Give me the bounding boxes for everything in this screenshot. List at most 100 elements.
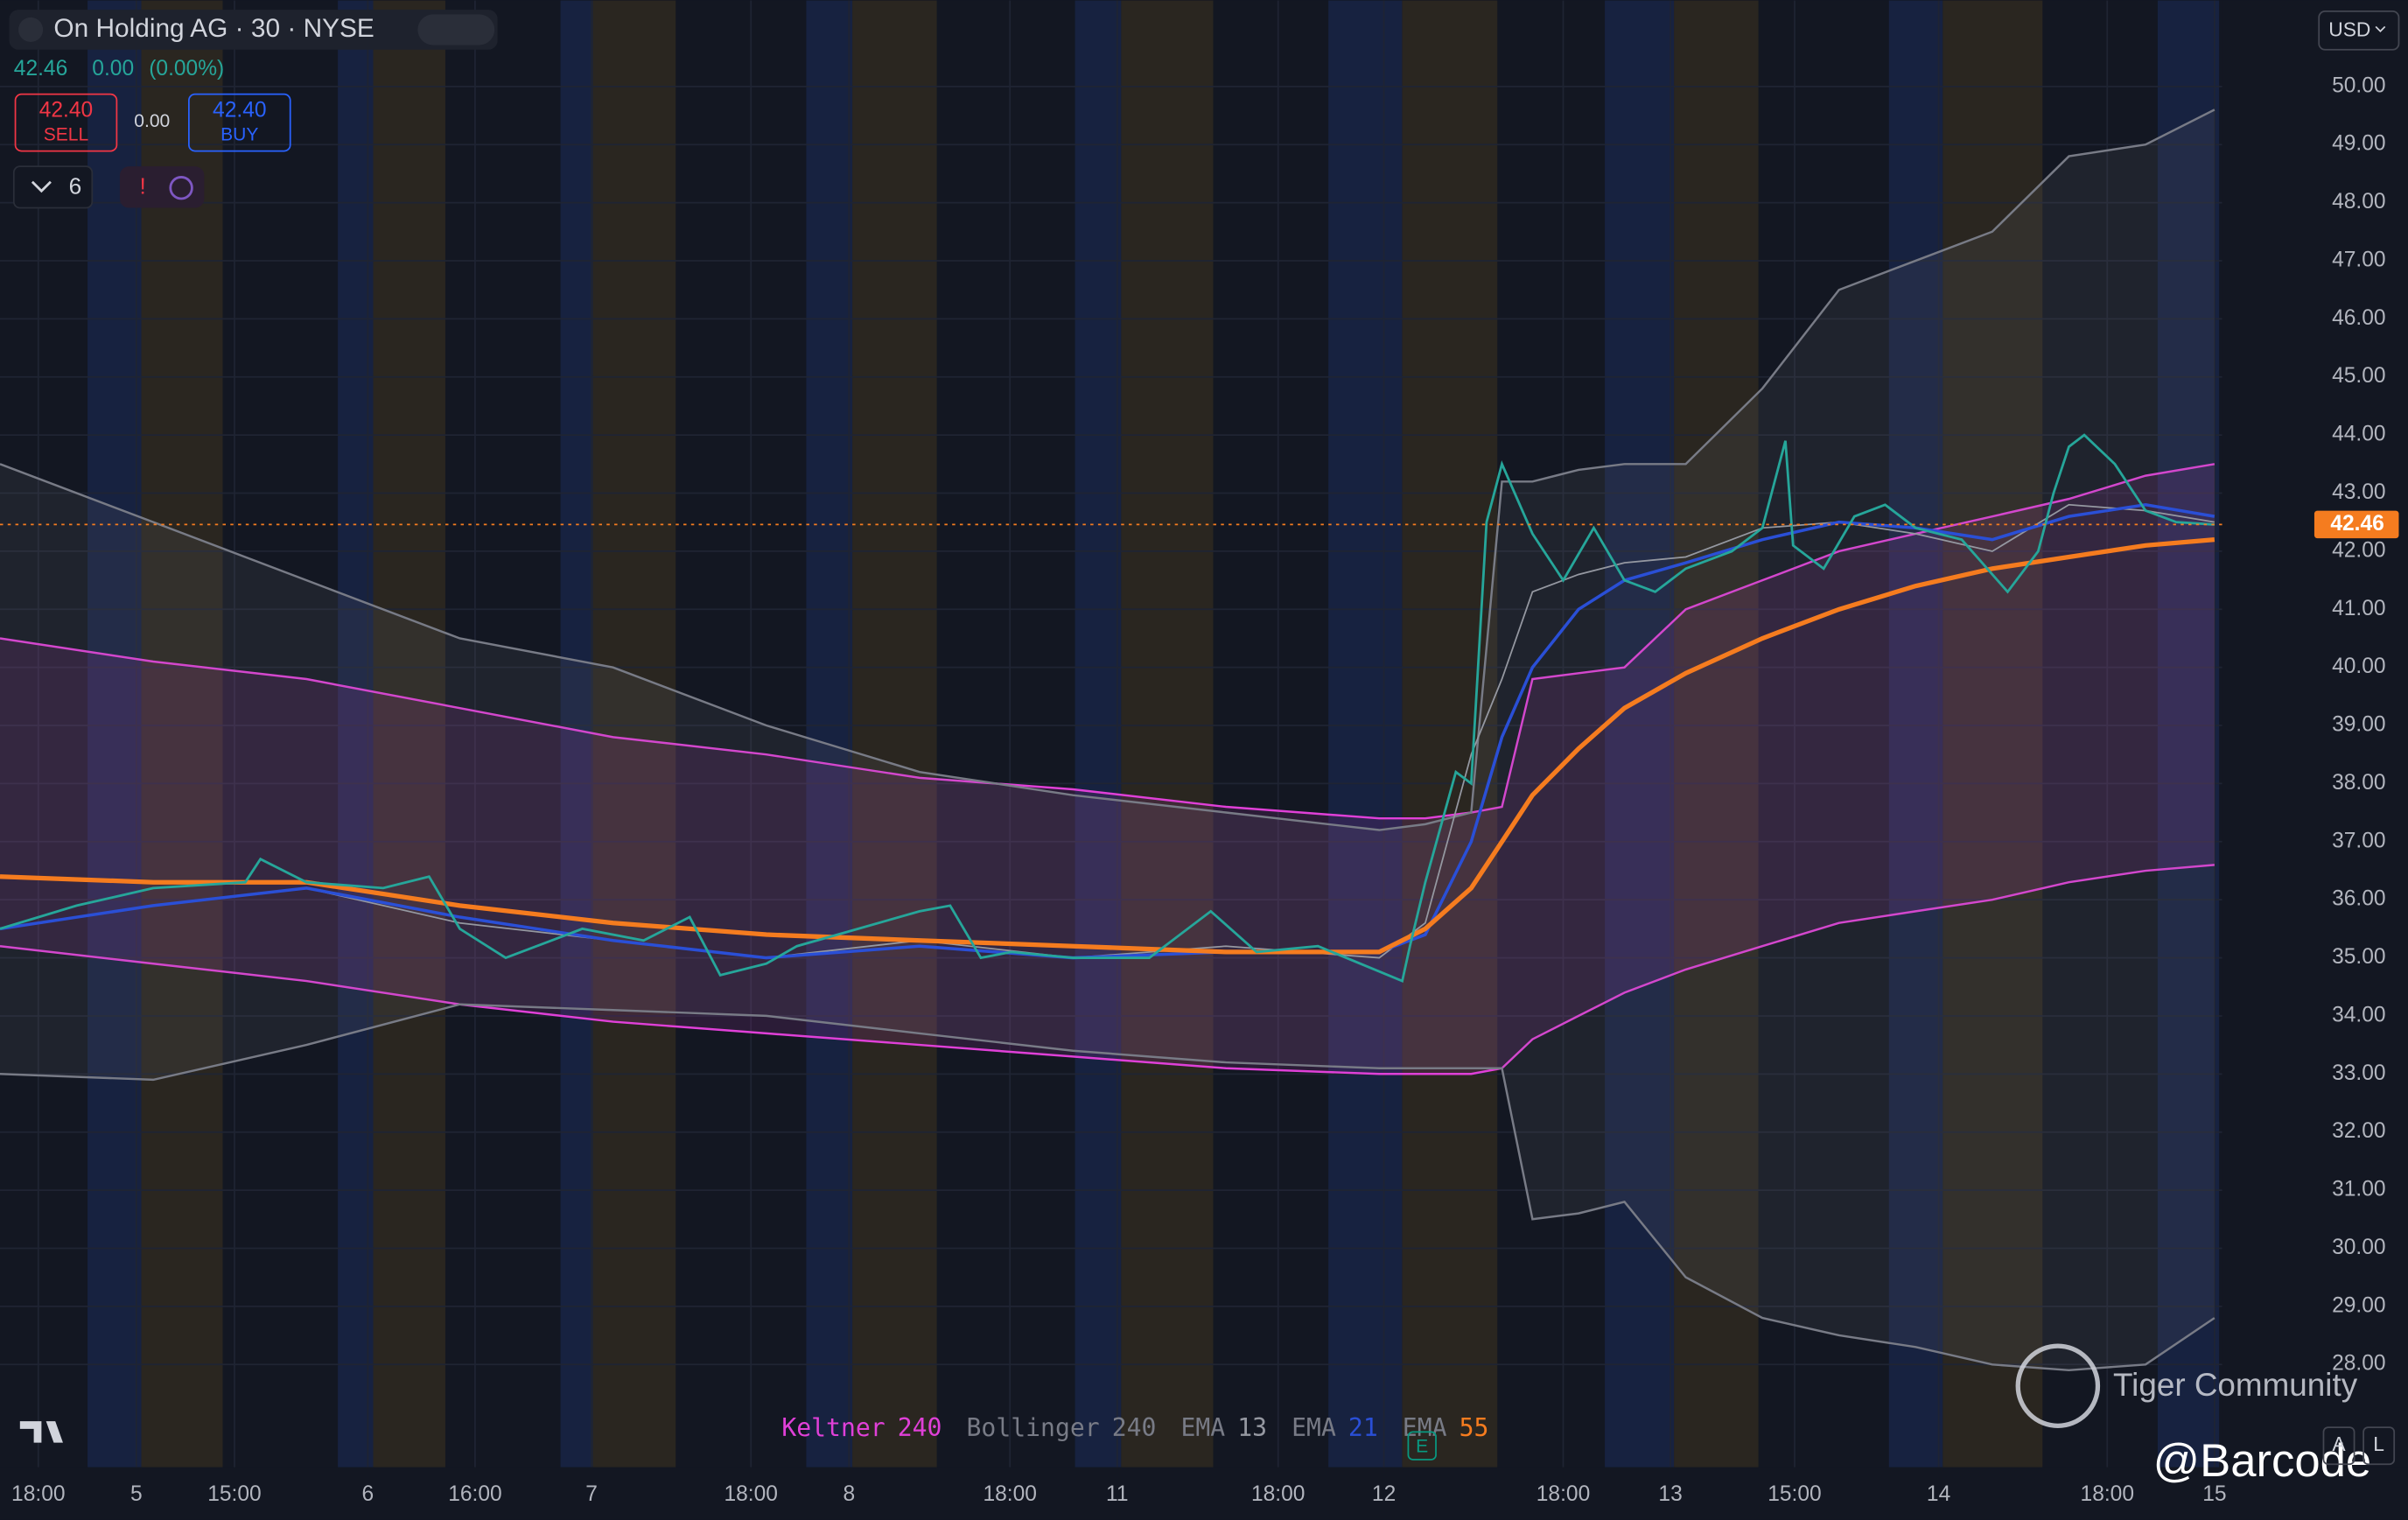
session-band <box>592 0 676 1467</box>
y-tick-label: 41.00 <box>2332 597 2385 620</box>
legend-length: 240 <box>898 1413 942 1442</box>
x-tick-label: 15:00 <box>207 1482 261 1506</box>
legend-length: 55 <box>1460 1413 1489 1442</box>
log-label: L <box>2373 1432 2384 1455</box>
y-tick-label: 42.00 <box>2332 538 2385 562</box>
y-tick-label: 44.00 <box>2332 423 2385 446</box>
y-tick-label: 35.00 <box>2332 945 2385 969</box>
x-tick-label: 18:00 <box>2081 1482 2134 1506</box>
legend-name: Bollinger <box>967 1413 1100 1442</box>
legend-length: 13 <box>1237 1413 1267 1442</box>
sell-label: SELL <box>44 125 88 145</box>
session-band <box>88 0 142 1467</box>
auto-button[interactable] <box>2322 1426 2356 1466</box>
symbol-box[interactable] <box>9 10 498 50</box>
y-tick-label: 49.00 <box>2332 132 2385 156</box>
ema-line <box>0 537 2216 955</box>
x-tick-label: 18:00 <box>724 1482 777 1506</box>
y-tick-label: 30.00 <box>2332 1236 2385 1259</box>
x-tick-label: 18:00 <box>1251 1482 1305 1506</box>
alert-icon: ! <box>140 173 146 200</box>
band-fill <box>0 109 2215 1370</box>
y-tick-label: 39.00 <box>2332 713 2385 737</box>
x-tick-label: 11 <box>1106 1482 1129 1506</box>
y-tick-label: 50.00 <box>2332 74 2385 97</box>
time-axis <box>0 1467 2408 1520</box>
ema-line <box>0 503 2216 960</box>
x-tick-label: 7 <box>585 1482 598 1506</box>
session-band <box>373 0 445 1467</box>
sell-price: 42.40 <box>39 98 93 122</box>
y-tick-label: 34.00 <box>2332 1003 2385 1026</box>
y-tick-label: 43.00 <box>2332 480 2385 504</box>
session-band <box>1674 0 1759 1467</box>
session-band <box>852 0 937 1467</box>
x-tick-label: 15:00 <box>1768 1482 1821 1506</box>
watermark-logo <box>2015 1343 2101 1428</box>
x-tick-label: 12 <box>1372 1482 1396 1506</box>
watermark-brand: Tiger Community <box>2113 1367 2358 1403</box>
sell-button[interactable] <box>14 93 118 152</box>
session-band <box>1121 0 1214 1467</box>
symbol-title: On Holding AG · 30 · NYSE <box>53 14 374 43</box>
auto-label: A <box>2332 1432 2346 1455</box>
session-band <box>1074 0 1122 1467</box>
watermark-handle: @Barcode <box>2153 1435 2372 1487</box>
buy-price: 42.40 <box>213 98 266 122</box>
band-lower <box>0 864 2215 1075</box>
indicator-toggle[interactable] <box>12 165 94 209</box>
legend-length: 21 <box>1348 1413 1378 1442</box>
y-tick-label: 32.00 <box>2332 1119 2385 1143</box>
band-fill <box>0 464 2215 1075</box>
change: 0.00 <box>92 57 134 81</box>
y-tick-label: 48.00 <box>2332 190 2385 214</box>
x-tick-label: 18:00 <box>11 1482 65 1506</box>
y-tick-label: 28.00 <box>2332 1352 2385 1376</box>
currency: USD <box>2328 18 2370 41</box>
y-tick-label: 46.00 <box>2332 306 2385 330</box>
legend-name: EMA <box>1292 1413 1336 1442</box>
earnings-label: E <box>1416 1436 1428 1456</box>
x-tick-label: 5 <box>130 1482 143 1506</box>
y-tick-label: 31.00 <box>2332 1178 2385 1201</box>
legend-length: 240 <box>1112 1413 1157 1442</box>
x-tick-label: 18:00 <box>1536 1482 1590 1506</box>
currency-box[interactable] <box>2318 11 2400 51</box>
session-band <box>2157 0 2220 1467</box>
session-band <box>1328 0 1403 1467</box>
legend-name: Keltner <box>781 1413 885 1442</box>
y-tick-label: 45.00 <box>2332 364 2385 388</box>
session-band <box>1888 0 1943 1467</box>
chevron <box>31 180 52 193</box>
earnings-marker[interactable] <box>1407 1431 1437 1460</box>
x-tick-label: 14 <box>1927 1482 1950 1506</box>
band-lower <box>0 1003 2216 1372</box>
y-tick-label: 37.00 <box>2332 829 2385 852</box>
session-band <box>1605 0 1675 1467</box>
currency-chevron <box>2375 25 2386 32</box>
buy-label: BUY <box>220 125 258 145</box>
indicator-count: 6 <box>69 173 82 200</box>
last-price-label: 42.46 <box>2330 512 2384 536</box>
buy-button[interactable] <box>188 93 291 152</box>
last-price-tag <box>2314 510 2399 539</box>
session-band <box>1402 0 1498 1467</box>
spread: 0.00 <box>134 111 170 131</box>
x-tick-label: 8 <box>843 1482 855 1506</box>
log-button[interactable] <box>2362 1426 2396 1466</box>
x-tick-label: 13 <box>1658 1482 1682 1506</box>
x-tick-label: 16:00 <box>448 1482 501 1506</box>
y-tick-label: 36.00 <box>2332 887 2385 911</box>
sync-icon <box>169 176 193 200</box>
price-line <box>0 433 2215 983</box>
legend-name: EMA <box>1181 1413 1226 1442</box>
y-tick-label: 40.00 <box>2332 655 2385 678</box>
price-axis <box>2222 0 2408 1520</box>
y-tick-label: 38.00 <box>2332 771 2385 795</box>
x-tick-label: 6 <box>362 1482 374 1506</box>
x-tick-label: 15 <box>2202 1482 2226 1506</box>
y-tick-label: 33.00 <box>2332 1061 2385 1085</box>
session-band <box>806 0 853 1467</box>
